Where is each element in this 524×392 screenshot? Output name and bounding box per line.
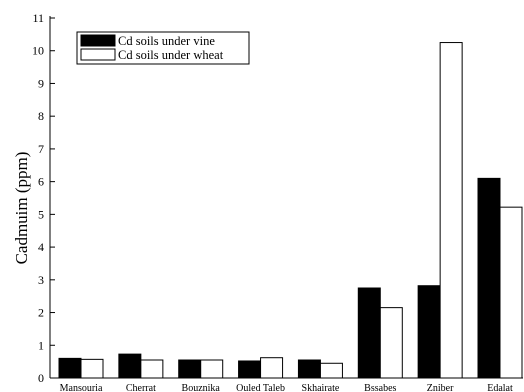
x-tick-label: Bssabes bbox=[364, 383, 396, 392]
bar-vine-skhairate bbox=[297, 359, 321, 379]
y-tick-label: 6 bbox=[38, 175, 44, 189]
axes-layer: Mansouria Cherrat Bouznika Ouled Taleb Skhai… bbox=[32, 11, 523, 392]
y-tick-label: 5 bbox=[38, 207, 44, 221]
x-tick-label: Cherrat bbox=[126, 383, 156, 392]
y-tick-label: 1 bbox=[38, 338, 44, 352]
x-tick-label: Zniber bbox=[427, 383, 454, 392]
legend-swatch-vine bbox=[80, 34, 116, 47]
y-tick-label: 10 bbox=[32, 44, 44, 58]
x-tick-label: Ouled Taleb bbox=[236, 383, 285, 392]
bar-vine-bouznika bbox=[178, 359, 202, 379]
bar-wheat-zniber bbox=[439, 42, 463, 379]
y-tick-label: 2 bbox=[38, 306, 44, 320]
y-tick-label: 0 bbox=[38, 371, 44, 385]
bar-wheat-ouled-taleb bbox=[260, 357, 284, 379]
bar-vine-ouled-taleb bbox=[238, 360, 262, 379]
y-tick-label: 3 bbox=[38, 273, 44, 287]
bar-wheat-bouznika bbox=[200, 359, 224, 379]
y-tick-label: 11 bbox=[32, 11, 44, 25]
bar-vine-edalat bbox=[477, 177, 501, 379]
y-axis-title: Cadmuim (ppm) bbox=[12, 152, 31, 265]
bar-vine-mansouria bbox=[58, 357, 82, 379]
x-tick-label: Skhairate bbox=[302, 383, 340, 392]
legend-swatch-wheat bbox=[80, 48, 116, 61]
bar-wheat-skhairate bbox=[319, 362, 343, 379]
y-tick-label: 8 bbox=[38, 109, 44, 123]
bar-wheat-mansouria bbox=[80, 358, 104, 379]
bar-wheat-bssabes bbox=[379, 307, 403, 379]
y-tick-label: 9 bbox=[38, 76, 44, 90]
legend-label-wheat: Cd soils under wheat bbox=[118, 48, 224, 62]
y-tick-label: 7 bbox=[38, 142, 44, 156]
bar-vine-cherrat bbox=[118, 353, 142, 379]
x-tick-label: Bouznika bbox=[182, 383, 221, 392]
bar-vine-bssabes bbox=[357, 287, 381, 379]
bar-wheat-cherrat bbox=[140, 359, 164, 379]
x-tick-label: Mansouria bbox=[60, 383, 103, 392]
x-tick-label: Edalat bbox=[487, 383, 513, 392]
bar-vine-zniber bbox=[417, 285, 441, 379]
y-tick-label: 4 bbox=[38, 240, 44, 254]
bars-layer bbox=[58, 42, 523, 379]
legend-label-vine: Cd soils under vine bbox=[118, 34, 215, 48]
bar-wheat-edalat bbox=[499, 206, 523, 379]
